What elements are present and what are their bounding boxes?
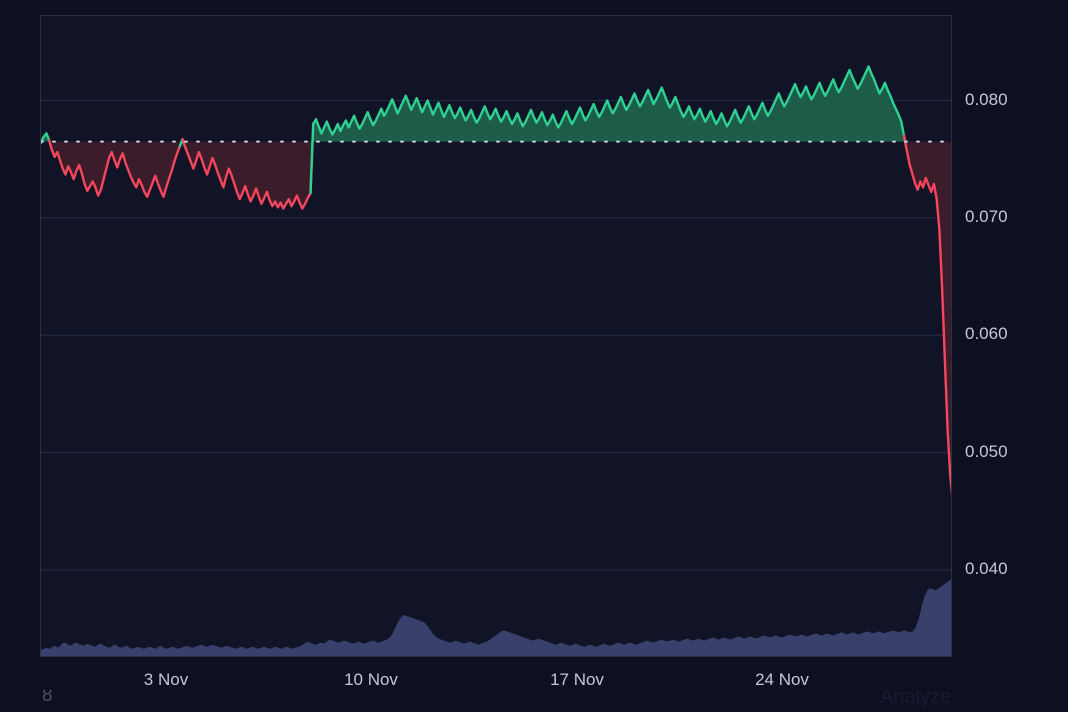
x-axis-tick-10-nov: 10 Nov — [344, 670, 398, 689]
price-line-down — [47, 138, 184, 198]
price-area-down — [49, 139, 183, 197]
y-axis-tick-0.040: 0.040 — [965, 558, 1008, 578]
price-line-down — [902, 134, 951, 497]
y-axis-tick-0.080: 0.080 — [965, 89, 1008, 109]
chart-plot-area[interactable] — [40, 15, 952, 657]
price-area-down — [904, 135, 951, 484]
clipped-footer-strip: 8 Analyze — [0, 690, 1068, 712]
volume-area — [41, 579, 951, 656]
y-axis-tick-0.050: 0.050 — [965, 441, 1008, 461]
price-line-series — [41, 65, 951, 497]
price-line-up — [309, 65, 908, 195]
x-axis-labels: 3 Nov 10 Nov 17 Nov 24 Nov — [0, 670, 1068, 696]
price-area-down — [182, 123, 314, 209]
y-axis-tick-0.070: 0.070 — [965, 206, 1008, 226]
x-axis-tick-24-nov: 24 Nov — [755, 670, 809, 689]
y-axis-tick-0.060: 0.060 — [965, 324, 1008, 344]
price-area-up — [310, 66, 907, 194]
x-axis-tick-17-nov: 17 Nov — [550, 670, 604, 689]
footer-left-clipped-text: 8 — [42, 690, 53, 706]
x-axis-tick-3-nov: 3 Nov — [143, 670, 189, 689]
analyze-button-clipped[interactable]: Analyze — [880, 690, 952, 708]
volume-bars — [41, 579, 951, 656]
price-line-down — [181, 122, 315, 210]
y-axis-labels: 0.080 0.070 0.060 0.050 0.040 — [960, 0, 1068, 657]
